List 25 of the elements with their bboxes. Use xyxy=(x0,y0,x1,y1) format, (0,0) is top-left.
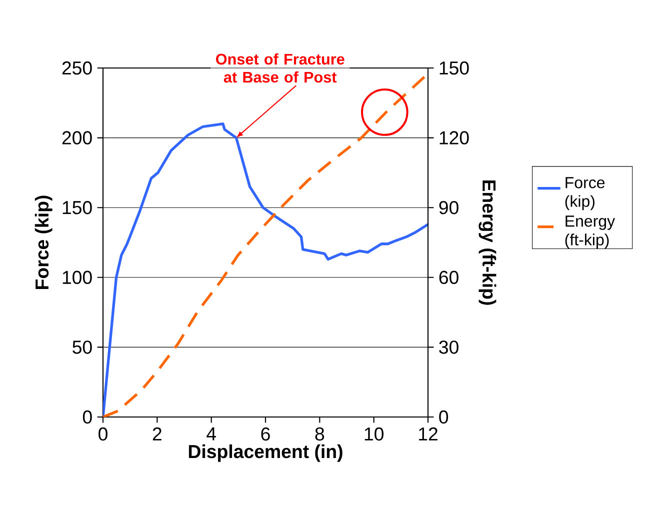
x-tick-label: 10 xyxy=(364,427,384,441)
y-tick-label: 0 xyxy=(82,410,92,424)
y2-tick-label: 0 xyxy=(439,410,448,424)
x-axis-title: Displacement (in) xyxy=(188,444,342,462)
x-tick-label: 12 xyxy=(419,427,438,440)
legend-label: Energy (ft-kip) xyxy=(565,216,616,249)
y2-axis-title: Energy (ft-kip) xyxy=(478,180,496,305)
y2-tick-label: 60 xyxy=(439,270,458,284)
y-tick-label: 50 xyxy=(72,340,92,354)
annotation: Onset of Fracture at Base of Post xyxy=(216,53,344,83)
x-tick-label: 6 xyxy=(261,427,270,441)
y2-tick-label: 150 xyxy=(440,61,469,75)
x-tick-label: 4 xyxy=(206,427,216,440)
legend-label: Force (kip) xyxy=(565,177,605,210)
x-tick-label: 0 xyxy=(98,427,108,441)
y-axis-title: Force (kip) xyxy=(34,196,52,289)
y-tick-label: 250 xyxy=(62,61,92,75)
x-tick-label: 2 xyxy=(152,427,162,440)
y-tick-label: 200 xyxy=(62,131,92,144)
y2-tick-label: 30 xyxy=(439,340,458,354)
y2-tick-label: 120 xyxy=(440,131,469,144)
x-tick-label: 8 xyxy=(315,427,324,441)
y2-tick-label: 90 xyxy=(439,200,458,214)
y-tick-label: 100 xyxy=(62,270,92,284)
y-tick-label: 150 xyxy=(62,200,92,214)
